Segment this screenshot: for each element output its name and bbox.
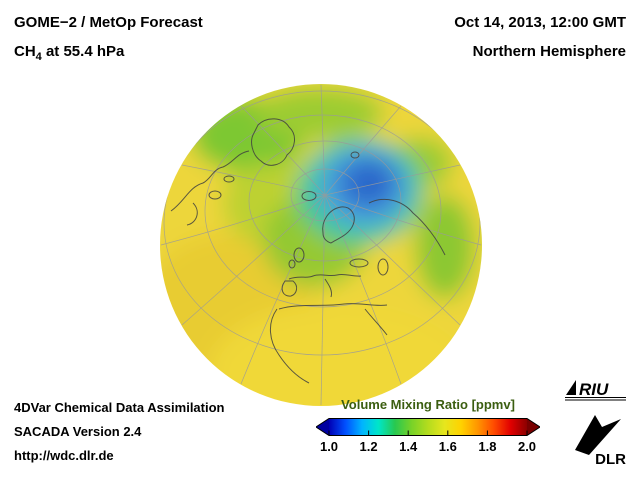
dlr-logo-svg: DLR — [575, 415, 626, 466]
dlr-bird-icon — [575, 415, 621, 455]
colorbar-bar — [329, 418, 527, 436]
tick-label: 1.4 — [399, 439, 418, 454]
riu-logo: RIU — [563, 376, 629, 402]
pressure-level: at 55.4 hPa — [41, 43, 125, 60]
footer-line-version: SACADA Version 2.4 — [14, 424, 142, 439]
dlr-logo: DLR — [568, 408, 628, 466]
riu-logo-text: RIU — [579, 380, 609, 399]
colorbar-right-arrow — [527, 418, 540, 436]
species-symbol: CH — [14, 43, 36, 60]
datetime-label: Oct 14, 2013, 12:00 GMT — [454, 14, 626, 31]
header-left: GOME−2 / MetOp Forecast CH4 at 55.4 hPa — [14, 8, 203, 72]
riu-logo-svg: RIU — [565, 380, 626, 401]
colorbar-left-arrow — [316, 418, 329, 436]
dlr-logo-text: DLR — [595, 451, 626, 466]
species-level: CH4 at 55.4 hPa — [14, 37, 203, 72]
footer-credits: 4DVar Chemical Data Assimilation SACADA … — [14, 396, 225, 468]
footer-line-assimilation: 4DVar Chemical Data Assimilation — [14, 400, 225, 415]
species-subscript: 4 — [35, 51, 42, 63]
tick-label: 2.0 — [517, 439, 537, 454]
colorbar-tick-labels: 1.0 1.2 1.4 1.6 1.8 2.0 — [316, 439, 540, 455]
coastlines — [170, 118, 446, 384]
tick-label: 1.8 — [478, 439, 497, 454]
globe-svg — [160, 84, 482, 406]
colorbar — [316, 418, 540, 436]
hemisphere-label: Northern Hemisphere — [472, 43, 626, 60]
globe — [159, 83, 483, 407]
header-right: Oct 14, 2013, 12:00 GMT Northern Hemisph… — [454, 8, 626, 66]
tick-label: 1.2 — [359, 439, 378, 454]
plot-title: GOME−2 / MetOp Forecast — [14, 14, 203, 31]
tick-label: 1.6 — [438, 439, 457, 454]
footer-line-url: http://wdc.dlr.de — [14, 448, 114, 463]
tick-label: 1.0 — [319, 439, 339, 454]
colorbar-tick-marks — [328, 430, 528, 436]
colorbar-title: Volume Mixing Ratio [ppmv] — [341, 397, 515, 412]
riu-triangle-icon — [566, 380, 576, 395]
